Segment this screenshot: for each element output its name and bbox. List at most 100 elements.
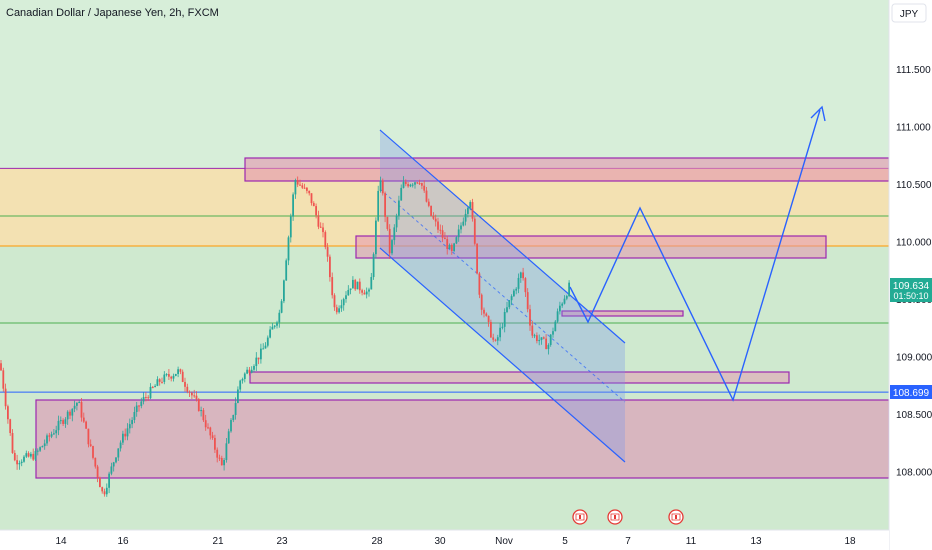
marked-price-badge — [890, 385, 932, 399]
candle-body — [34, 451, 37, 460]
time-tick-label: 13 — [750, 536, 762, 547]
candle-body — [423, 185, 426, 191]
candle-body — [191, 392, 193, 396]
candle-body — [0, 363, 2, 371]
candle-body — [381, 180, 384, 194]
candle-body — [522, 272, 524, 279]
candle-body — [193, 395, 196, 397]
candle-body — [186, 386, 189, 392]
candle-body — [204, 420, 207, 428]
candle-body — [99, 477, 101, 488]
canada-flag-icon[interactable] — [607, 509, 623, 525]
candle-body — [411, 184, 414, 186]
candle-body — [345, 295, 347, 300]
candle-body — [386, 216, 389, 229]
candle-body — [119, 442, 122, 449]
candle-body — [4, 388, 7, 407]
candle-body — [262, 348, 265, 350]
candle-body — [209, 427, 212, 436]
candle-body — [11, 433, 14, 453]
candle-body — [276, 322, 278, 326]
candle-body — [513, 290, 515, 297]
candle-body — [324, 232, 327, 248]
candle-body — [444, 237, 446, 240]
candle-body — [202, 410, 205, 421]
candle-body — [172, 375, 175, 379]
candle-body — [158, 379, 161, 382]
support-zone-rect[interactable] — [249, 371, 790, 384]
current-price-label: 109.634 — [893, 281, 930, 292]
candle-body — [117, 448, 120, 458]
candle-body — [439, 229, 442, 231]
candle-body — [9, 419, 12, 434]
small-zone-rect[interactable] — [561, 310, 684, 317]
candle-body — [526, 292, 529, 310]
candle-body — [549, 334, 552, 345]
candle-body — [372, 254, 375, 278]
candle-body — [163, 374, 166, 382]
candle-body — [92, 446, 94, 458]
candle-body — [211, 435, 214, 438]
candle-body — [289, 216, 292, 238]
candle-body — [241, 378, 244, 381]
candle-body — [138, 405, 140, 407]
candle-body — [112, 462, 115, 467]
candle-body — [457, 229, 460, 238]
candle-body — [473, 218, 476, 244]
time-axis-panel[interactable] — [0, 530, 889, 550]
candle-body — [501, 326, 504, 328]
candle-body — [462, 221, 465, 226]
time-tick-label: 7 — [625, 536, 631, 547]
candle-body — [105, 487, 108, 495]
candle-body — [227, 431, 230, 444]
candle-body — [559, 305, 561, 312]
candle-body — [53, 433, 55, 435]
event-flags[interactable] — [572, 509, 684, 525]
candle-body — [492, 337, 495, 340]
candle-body — [218, 457, 221, 459]
channel-lower-line[interactable] — [379, 247, 626, 463]
candle-body — [179, 369, 182, 372]
candle-body — [184, 381, 186, 387]
resistance-zone-rect[interactable] — [244, 157, 890, 182]
candle-body — [308, 190, 311, 194]
candle-body — [425, 190, 428, 202]
candle-body — [149, 386, 152, 399]
candle-body — [494, 339, 497, 341]
candle-body — [200, 410, 202, 412]
time-tick-label: 28 — [371, 536, 383, 547]
channel-upper-line[interactable] — [379, 129, 626, 344]
mid-zone-rect[interactable] — [355, 235, 827, 259]
candle-body — [243, 373, 246, 379]
candle-body — [188, 391, 191, 393]
candle-body — [82, 417, 85, 422]
candle-body — [78, 402, 81, 404]
candle-body — [517, 277, 520, 289]
candle-body — [384, 193, 386, 217]
current-price-badge — [890, 278, 932, 302]
currency-badge[interactable] — [891, 3, 927, 23]
price-axis-panel[interactable] — [889, 0, 932, 550]
candle-body — [126, 428, 129, 437]
price-tick-label: 111.500 — [896, 65, 931, 76]
candle-body — [76, 402, 78, 406]
candle-body — [103, 491, 106, 495]
candle-body — [395, 215, 398, 228]
projection-path[interactable] — [569, 109, 821, 402]
candle-body — [455, 237, 458, 244]
candle-body — [347, 289, 350, 296]
candle-body — [467, 207, 469, 214]
canada-flag-icon[interactable] — [572, 509, 588, 525]
candle-body — [181, 371, 184, 382]
candle-body — [352, 279, 354, 289]
candle-body — [48, 435, 51, 437]
candle-body — [80, 402, 83, 418]
candle-body — [427, 201, 430, 206]
candle-body — [165, 374, 168, 376]
candle-body — [524, 278, 527, 293]
candle-body — [319, 226, 322, 228]
countdown-label: 01:50:10 — [893, 291, 928, 301]
candle-body — [416, 182, 419, 184]
canada-flag-icon[interactable] — [668, 509, 684, 525]
